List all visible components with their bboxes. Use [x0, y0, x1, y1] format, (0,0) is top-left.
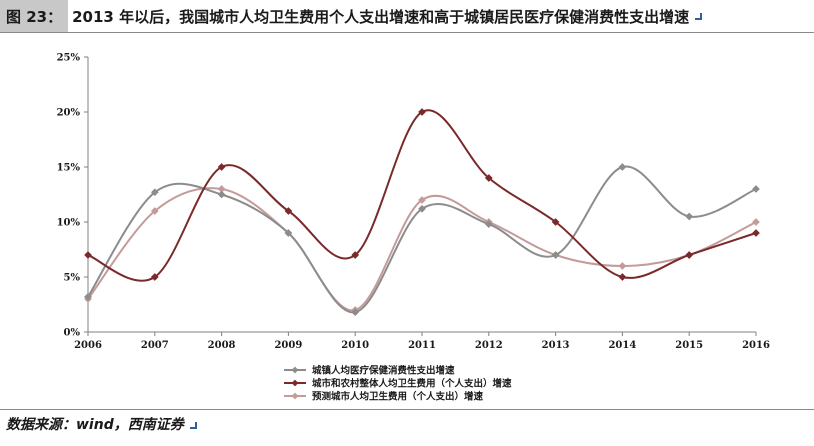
data-point	[418, 204, 426, 213]
legend-swatch-marker	[291, 366, 299, 374]
data-point	[217, 190, 226, 199]
x-tick-label: 2007	[141, 340, 169, 351]
y-tick-label: 10%	[57, 218, 81, 229]
legend-entry-3: 预测城市人均卫生费用（个人支出）增速	[284, 391, 484, 403]
y-tick-label: 0%	[64, 328, 81, 339]
data-point	[685, 212, 694, 221]
x-tick-label: 2013	[542, 340, 570, 351]
source-text: 数据来源：wind，西南证券	[6, 417, 184, 433]
y-tick-label: 20%	[57, 108, 81, 119]
legend-label: 预测城市人均卫生费用（个人支出）增速	[312, 391, 484, 403]
data-point	[551, 218, 560, 226]
x-tick-label: 2016	[742, 340, 770, 351]
y-tick-label: 5%	[64, 273, 81, 284]
data-point	[351, 308, 360, 317]
data-point	[84, 251, 92, 259]
legend-swatch-marker	[291, 392, 299, 400]
legend-label: 城镇人均医疗保健消费性支出增速	[312, 365, 455, 377]
chart-area: 0% 5% 10% 15% 20% 25% 2006 2007 2008 2009 2010 2011…	[0, 34, 814, 406]
series-2	[84, 108, 760, 282]
title-bar: 图 23： 2013 年以后，我国城市人均卫生费用个人支出增速和高于城镇居民医疗…	[0, 0, 814, 32]
blue-corner-mark-icon	[189, 421, 197, 429]
x-tick-label: 2009	[274, 340, 302, 351]
bottom-rule	[0, 409, 814, 410]
data-point	[351, 251, 360, 259]
series-line	[87, 187, 757, 312]
series-line	[87, 109, 757, 282]
series-line	[87, 165, 757, 314]
x-tick-label: 2008	[208, 340, 236, 351]
legend-swatch-marker	[291, 379, 299, 387]
legend-entry-1: 城镇人均医疗保健消费性支出增速	[284, 365, 455, 377]
data-point	[685, 251, 694, 259]
x-tick-label: 2011	[408, 340, 436, 351]
series-1	[84, 163, 760, 317]
legend-label: 城市和农村整体人均卫生费用（个人支出）增速	[312, 378, 512, 390]
data-point	[150, 273, 159, 281]
blue-corner-mark-icon	[695, 12, 703, 20]
series-layer	[84, 108, 760, 317]
x-tick-label: 2010	[341, 340, 369, 351]
data-point	[284, 229, 293, 237]
legend-entry-2: 城市和农村整体人均卫生费用（个人支出）增速	[284, 378, 512, 390]
x-tick-label: 2014	[608, 340, 636, 351]
chart-title: 2013 年以后，我国城市人均卫生费用个人支出增速和高于城镇居民医疗保健消费性支…	[72, 7, 690, 26]
data-point	[150, 207, 159, 215]
data-point	[618, 273, 627, 281]
x-tick-label: 2012	[475, 340, 503, 351]
data-point	[618, 163, 627, 171]
data-point	[618, 262, 627, 270]
line-chart: 0% 5% 10% 15% 20% 25% 2006 2007 2008 2009 2010 2011…	[57, 53, 770, 403]
data-point	[84, 292, 92, 301]
data-point	[484, 174, 493, 182]
data-point	[752, 218, 760, 226]
x-tick-label: 2006	[74, 340, 102, 351]
data-point	[418, 196, 426, 204]
data-point	[752, 185, 760, 193]
chart-legend: 城镇人均医疗保健消费性支出增速城市和农村整体人均卫生费用（个人支出）增速预测城市…	[284, 365, 512, 403]
chart-axes: 0% 5% 10% 15% 20% 25% 2006 2007 2008 2009 2010 2011…	[57, 53, 770, 352]
figure-label: 图 23：	[0, 0, 69, 32]
source-note: 数据来源：wind，西南证券	[6, 414, 197, 434]
data-point	[217, 163, 226, 171]
y-tick-label: 15%	[57, 163, 81, 174]
y-tick-label: 25%	[57, 53, 81, 64]
data-point	[418, 108, 426, 116]
data-point	[484, 220, 493, 229]
x-tick-label: 2015	[675, 340, 703, 351]
data-point	[284, 207, 293, 215]
top-rule	[0, 32, 814, 33]
series-3	[84, 185, 760, 314]
data-point	[551, 251, 560, 259]
data-point	[150, 188, 159, 197]
data-point	[752, 229, 760, 237]
